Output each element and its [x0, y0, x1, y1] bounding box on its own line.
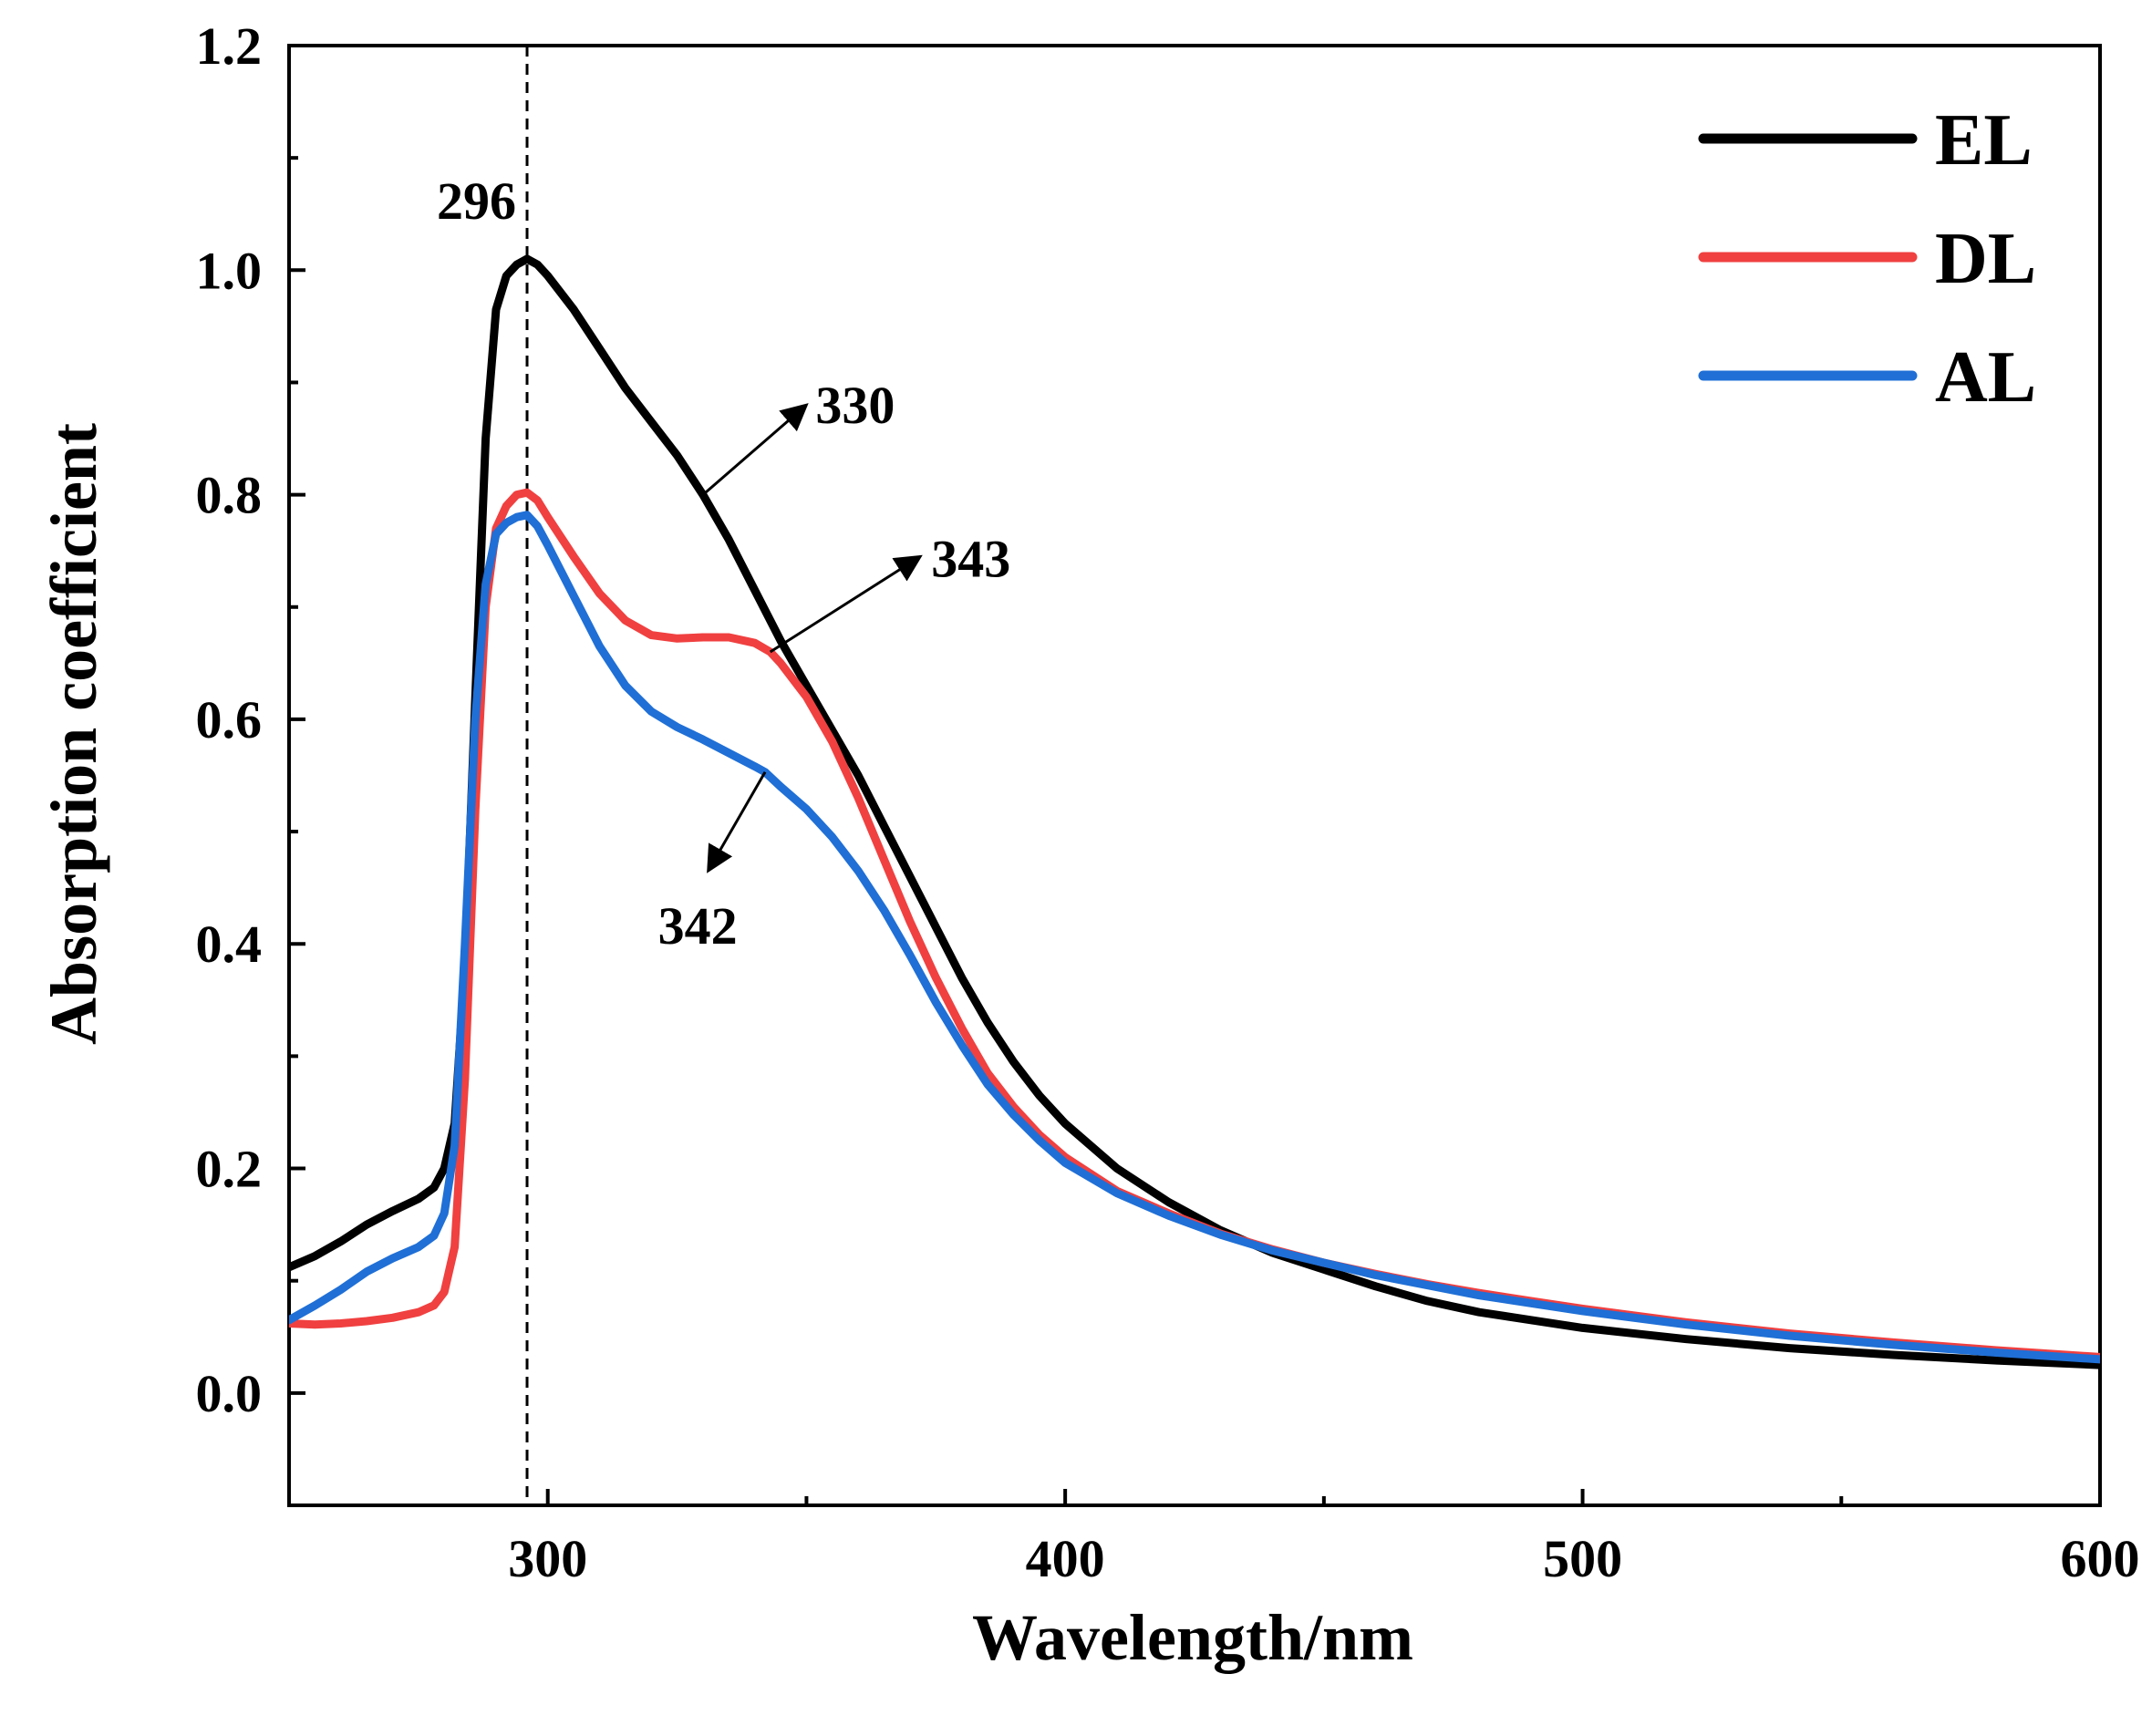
y-tick-label-5: 1.0 [196, 241, 263, 300]
x-tick-label-600: 600 [2061, 1529, 2140, 1588]
legend-label-DL: DL [1935, 219, 2036, 299]
annotation-arrow-330 [701, 403, 809, 496]
legend-label-AL: AL [1935, 337, 2036, 418]
annotation-label-296: 296 [437, 171, 516, 231]
y-tick-label-4: 0.8 [196, 466, 263, 525]
y-tick-label-2: 0.4 [196, 914, 263, 974]
axes-frame [287, 44, 2102, 1507]
series-group [289, 254, 2100, 1369]
plot-area: 300 400 500 600 0.0 0.2 0.4 0.6 0.8 1.0 1.2 296 330 3… [196, 16, 2140, 1588]
y-tick-label-3: 0.6 [196, 690, 263, 749]
annotation-arrow-342 [707, 771, 767, 873]
series-line-AL [289, 511, 2100, 1364]
y-tick-label-6: 1.2 [196, 16, 263, 76]
y-tick-label-1: 0.2 [196, 1140, 263, 1199]
annotation-label-330: 330 [815, 376, 895, 435]
x-tick-label-400: 400 [1026, 1529, 1105, 1588]
x-tick-label-300: 300 [508, 1529, 587, 1588]
legend-label-EL: EL [1935, 100, 2033, 181]
annotation-arrow-343 [769, 554, 923, 654]
annotation-label-342: 342 [658, 896, 738, 956]
y-tick-label-0: 0.0 [196, 1364, 263, 1423]
y-axis-title: Absorption coefficient [37, 423, 110, 1045]
annotation-label-343: 343 [931, 529, 1010, 588]
x-axis-title: Wavelength/nm [972, 1601, 1413, 1674]
legend: EL DL AL [1698, 100, 2036, 418]
x-tick-label-500: 500 [1543, 1529, 1622, 1588]
